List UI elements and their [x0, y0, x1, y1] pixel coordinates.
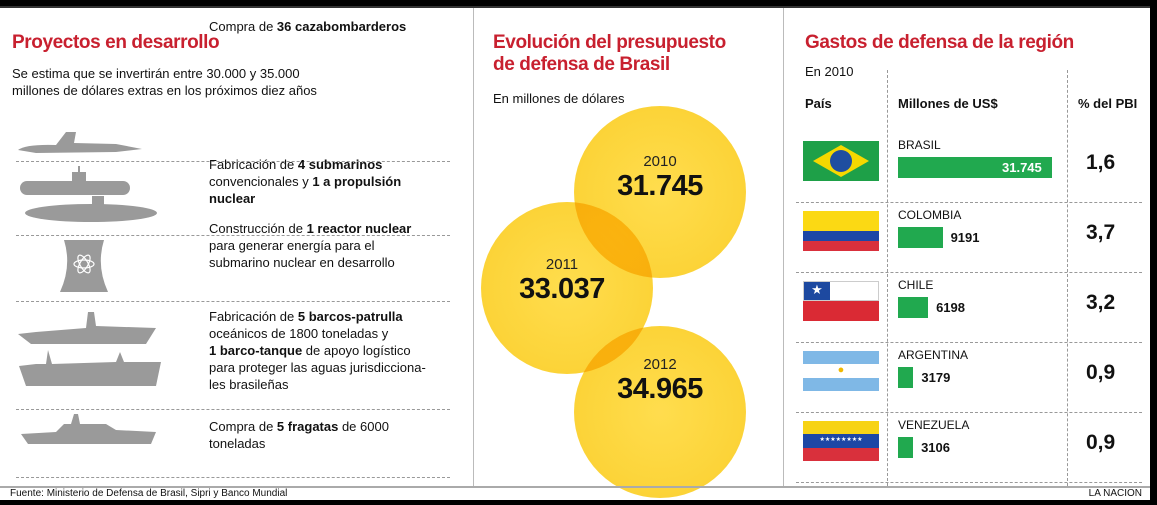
infographic: Proyectos en desarrollo Se estima que se… — [0, 6, 1150, 500]
projects-subtitle: Se estima que se invertirán entre 30.000… — [12, 65, 317, 99]
year: 2011 — [545, 256, 579, 273]
value: 33.037 — [519, 273, 605, 305]
country-name: VENEZUELA — [898, 418, 970, 432]
country-name: COLOMBIA — [898, 208, 962, 222]
credit: LA NACION — [1088, 488, 1142, 499]
project-text: Construcción de 1 reactor nuclear para ge… — [209, 221, 412, 270]
project-text: Compra de 36 cazabombarderos — [209, 19, 407, 34]
bar-chile — [898, 297, 929, 318]
flag-argentina: ● — [803, 351, 879, 391]
gdp-percent: 0,9 — [1086, 361, 1116, 384]
budget-title: Evolución del presupuesto de defensa de … — [493, 32, 726, 76]
country-row: ★★★★★★★★ VENEZUELA 3106 0,9 — [796, 413, 1142, 483]
header-country: País — [805, 96, 832, 111]
project-item: Construcción de 1 reactor nuclear para ge… — [16, 221, 450, 302]
flag-chile: ★ — [803, 281, 879, 321]
divider — [783, 8, 784, 486]
project-item: Compra de 5 fragatas de 6000 toneladas — [16, 410, 450, 478]
flag-colombia — [803, 211, 879, 251]
flag-brasil — [803, 141, 879, 181]
value: 34.965 — [617, 373, 703, 405]
title-line: Evolución del presupuesto — [493, 32, 726, 53]
budget-subtitle: En millones de dólares — [493, 91, 625, 106]
country-row: ● ARGENTINA 3179 0,9 — [796, 343, 1142, 413]
column-divider — [1067, 70, 1068, 486]
title-line: de defensa de Brasil — [493, 54, 670, 75]
gdp-percent: 3,7 — [1086, 221, 1116, 244]
country-row: ★ CHILE 6198 3,2 — [796, 273, 1142, 343]
country-name: ARGENTINA — [898, 348, 969, 362]
bar-argentina — [898, 367, 914, 388]
column-divider — [887, 70, 888, 486]
bar-value: 3106 — [921, 440, 950, 455]
footer-rule — [0, 486, 1150, 488]
source-note: Fuente: Ministerio de Defensa de Brasil,… — [10, 488, 288, 499]
country-name: CHILE — [898, 278, 934, 292]
projects-title: Proyectos en desarrollo — [12, 32, 220, 53]
country-name: BRASIL — [898, 138, 941, 152]
value: 31.745 — [617, 170, 703, 202]
project-text: Fabricación de 5 barcos-patrulla oceánico… — [209, 309, 426, 392]
bar-value: 6198 — [936, 300, 965, 315]
subtitle-line: millones de dólares extras en los próxim… — [12, 83, 317, 98]
subtitle-line: Se estima que se invertirán entre 30.000… — [12, 66, 300, 81]
gdp-percent: 0,9 — [1086, 431, 1116, 454]
bar-venezuela — [898, 437, 914, 458]
project-item: Fabricación de 4 submarinos convencionale… — [16, 157, 450, 236]
header-amount: Millones de US$ — [898, 96, 998, 111]
region-subtitle: En 2010 — [805, 64, 854, 79]
flag-venezuela: ★★★★★★★★ — [803, 421, 879, 461]
year: 2012 — [643, 356, 677, 373]
bar-colombia — [898, 227, 943, 248]
project-item: Compra de 36 cazabombarderos — [16, 19, 450, 162]
country-row: COLOMBIA 9191 3,7 — [796, 203, 1142, 273]
budget-circle-2012 — [574, 326, 746, 498]
bar-value: 31.745 — [1002, 160, 1042, 175]
budget-label-2012: 2012 34.965 — [590, 356, 730, 406]
bar-value: 9191 — [950, 230, 980, 245]
year: 2010 — [643, 153, 677, 170]
divider — [473, 8, 474, 486]
budget-label-2011: 2011 33.037 — [492, 256, 632, 306]
bar-value: 3179 — [921, 370, 951, 385]
budget-label-2010: 2010 31.745 — [590, 153, 730, 203]
project-item: Fabricación de 5 barcos-patrulla oceánico… — [16, 302, 450, 410]
country-row: BRASIL 31.745 1,6 — [796, 133, 1142, 203]
region-title: Gastos de defensa de la región — [805, 32, 1074, 53]
bar-brasil — [898, 157, 1052, 178]
gdp-percent: 3,2 — [1086, 291, 1116, 314]
header-gdp: % del PBI — [1078, 96, 1138, 111]
project-text: Compra de 5 fragatas de 6000 toneladas — [209, 419, 389, 451]
project-text: Fabricación de 4 submarinos convencionale… — [209, 157, 402, 206]
gdp-percent: 1,6 — [1086, 151, 1116, 174]
